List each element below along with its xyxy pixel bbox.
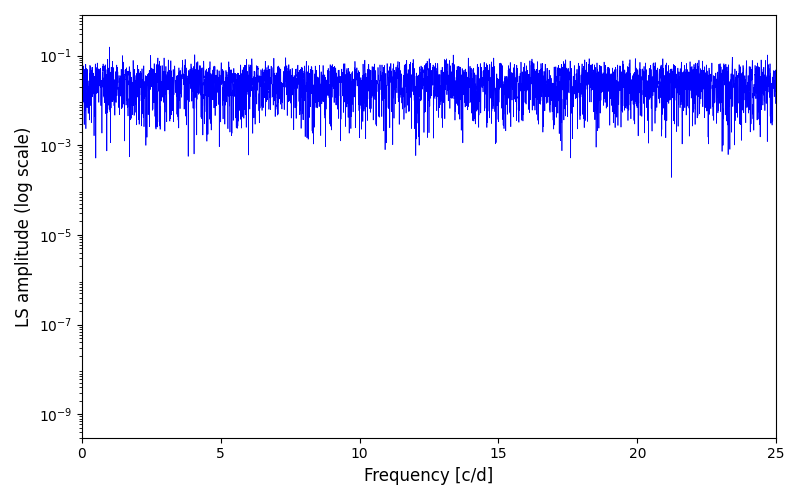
X-axis label: Frequency [c/d]: Frequency [c/d]: [364, 467, 494, 485]
Y-axis label: LS amplitude (log scale): LS amplitude (log scale): [15, 126, 33, 326]
